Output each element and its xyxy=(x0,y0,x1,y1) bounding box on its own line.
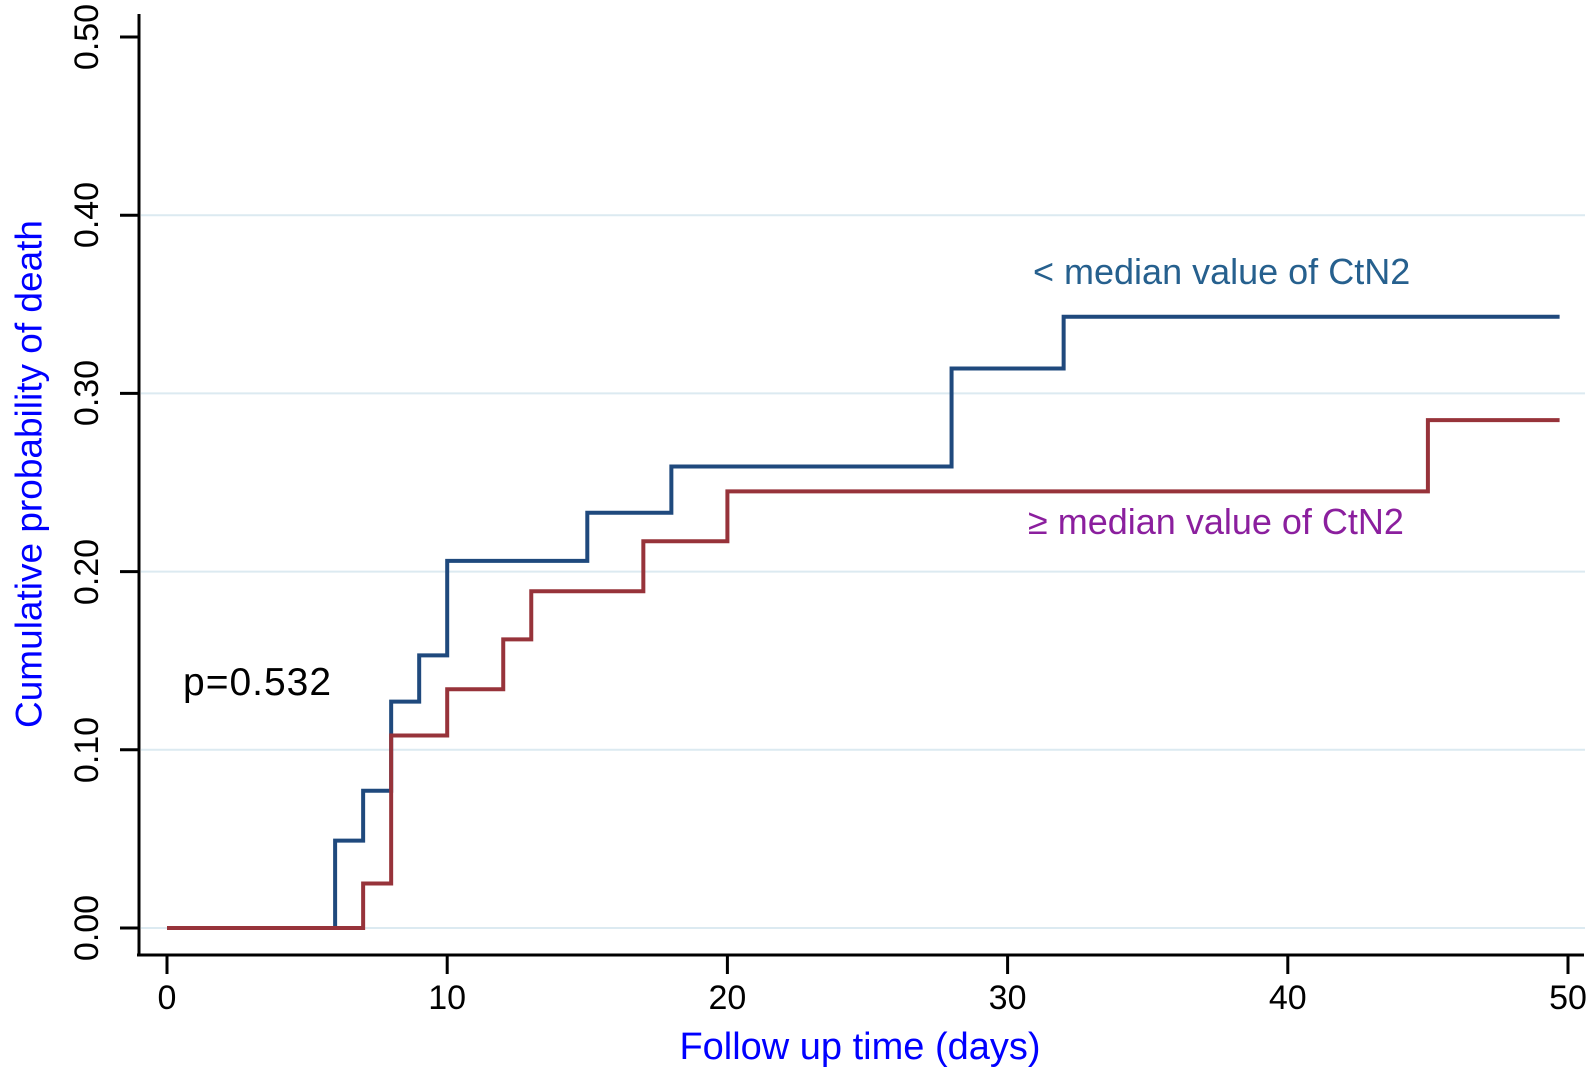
km-curve-above-median xyxy=(167,418,1560,930)
y-tick-label: 0.50 xyxy=(68,3,106,71)
x-tick-label: 20 xyxy=(708,979,747,1017)
y-axis-title: Cumulative probability of death xyxy=(8,219,50,729)
p-value-annotation: p=0.532 xyxy=(183,661,333,704)
y-tick-label: 0.10 xyxy=(68,716,106,783)
series-label-below-median: < median value of CtN2 xyxy=(1033,251,1411,292)
y-tick-label: 0.40 xyxy=(68,182,106,249)
x-tick-label: 30 xyxy=(988,979,1027,1017)
x-tick-label: 0 xyxy=(157,979,177,1017)
y-tick-label: 0.20 xyxy=(68,538,106,605)
series-label-above-median: ≥ median value of CtN2 xyxy=(1028,501,1404,542)
y-tick-label: 0.30 xyxy=(68,360,106,427)
x-tick-label: 10 xyxy=(428,979,467,1017)
y-tick-label: 0.00 xyxy=(68,894,106,962)
km-curve-below-median xyxy=(167,314,1560,930)
x-tick-label: 50 xyxy=(1549,979,1587,1017)
x-axis-title: Follow up time (days) xyxy=(679,1026,1041,1068)
x-tick-label: 40 xyxy=(1268,979,1307,1017)
